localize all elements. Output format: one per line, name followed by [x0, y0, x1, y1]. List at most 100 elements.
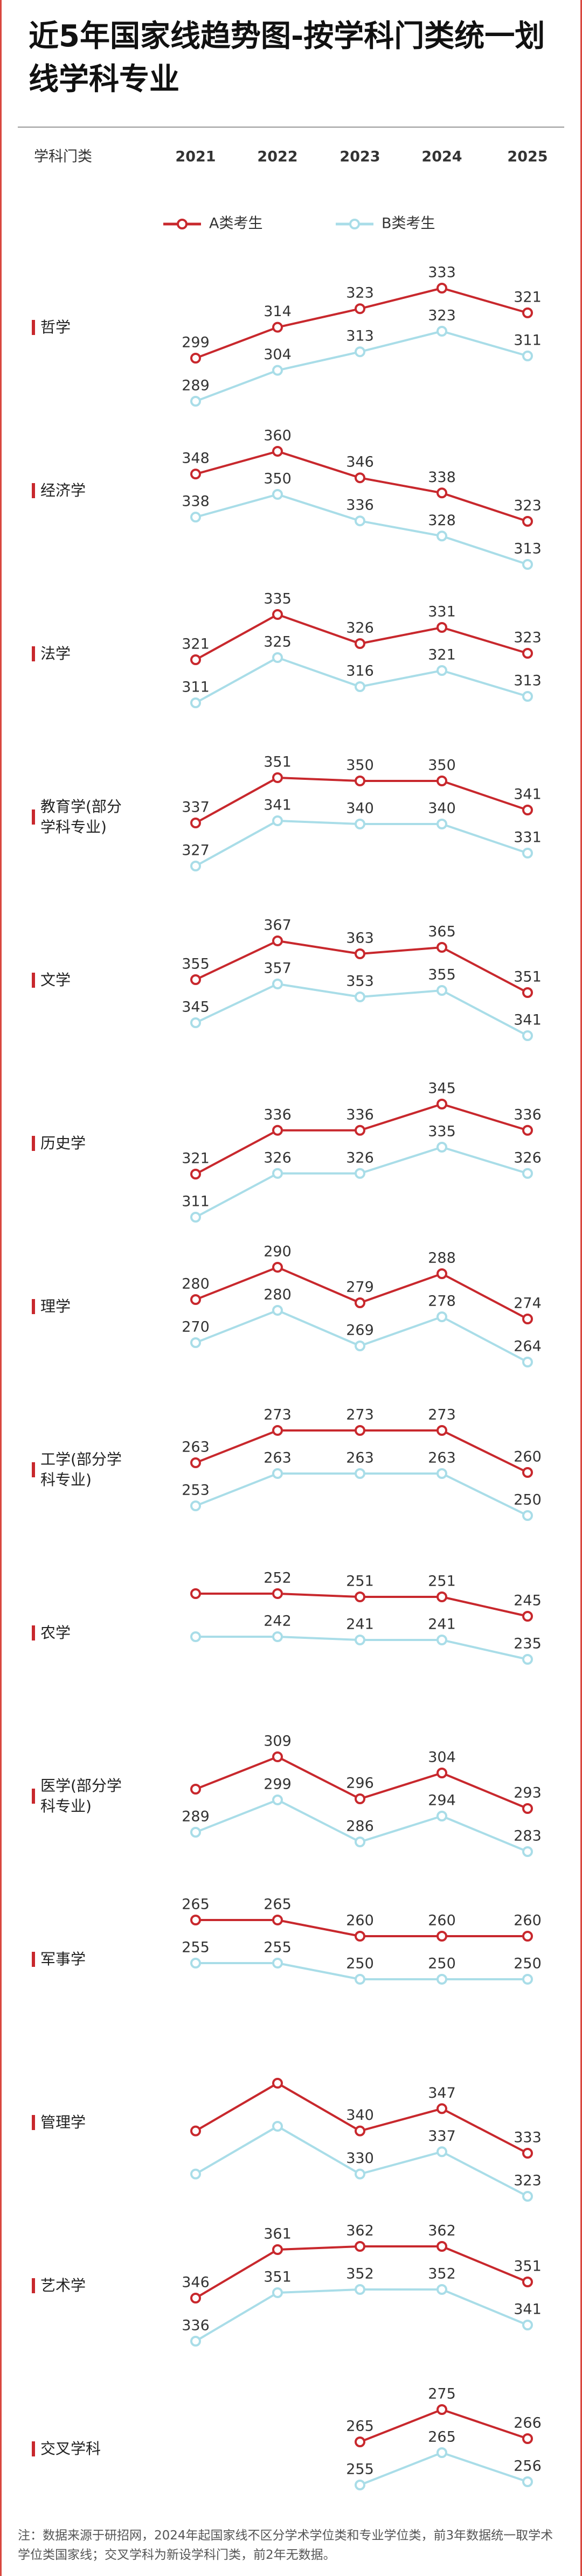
point — [190, 1500, 201, 1511]
data-label: 278 — [428, 1293, 456, 1310]
data-label: 350 — [346, 757, 374, 774]
legend-label: A类考生 — [209, 215, 262, 232]
data-label: 351 — [514, 2258, 542, 2275]
point — [272, 1751, 283, 1762]
point — [190, 654, 201, 665]
point — [190, 1337, 201, 1348]
point — [522, 1467, 533, 1478]
point — [522, 1654, 533, 1665]
data-label: 260 — [514, 1912, 542, 1929]
data-label: 314 — [264, 303, 292, 320]
data-label: 255 — [264, 1939, 292, 1956]
data-label: 333 — [428, 264, 456, 281]
data-label: 293 — [514, 1785, 542, 1802]
x-tick-label: 2022 — [257, 149, 297, 165]
panel-label: 经济学 — [40, 481, 86, 499]
data-label: 266 — [514, 2415, 542, 2432]
data-label: 361 — [264, 2226, 292, 2243]
point — [522, 1974, 533, 1985]
data-label: 335 — [428, 1123, 456, 1140]
data-label: 275 — [428, 2386, 456, 2403]
panel-label: 医学(部分学科专业) — [40, 1777, 122, 1815]
panel-marker — [32, 973, 35, 988]
data-label: 336 — [514, 1106, 542, 1123]
data-label: 328 — [428, 512, 456, 529]
data-label: 340 — [346, 2107, 374, 2124]
data-label: 289 — [182, 378, 210, 394]
data-label: 255 — [346, 2461, 374, 2478]
point — [522, 848, 533, 858]
point — [436, 1768, 447, 1778]
point — [355, 992, 365, 1002]
data-label: 242 — [264, 1613, 292, 1630]
point — [522, 805, 533, 815]
point — [522, 1030, 533, 1041]
point — [272, 446, 283, 457]
data-label: 273 — [264, 1407, 292, 1423]
panel-label: 交叉学科 — [40, 2440, 101, 2458]
point — [272, 1168, 283, 1179]
data-label: 352 — [428, 2266, 456, 2282]
panel-label: 文学 — [40, 971, 71, 989]
x-tick-label: 2025 — [507, 149, 548, 165]
panel-marker — [32, 1625, 35, 1640]
panel-label: 理学 — [40, 1297, 71, 1315]
data-label: 347 — [428, 2085, 456, 2102]
data-label: 335 — [264, 591, 292, 608]
data-label: 323 — [514, 630, 542, 646]
point — [436, 819, 447, 829]
point — [355, 1837, 365, 1847]
column-header: 学科门类 — [34, 149, 92, 165]
panel-marker — [32, 809, 35, 825]
point — [190, 469, 201, 480]
data-label: 341 — [264, 797, 292, 814]
point — [355, 2168, 365, 2180]
point — [436, 776, 447, 786]
point — [436, 1974, 447, 1985]
panel-marker — [32, 483, 35, 498]
point — [355, 2241, 365, 2252]
data-label: 355 — [428, 967, 456, 983]
point — [355, 681, 365, 692]
data-label: 360 — [264, 428, 292, 444]
point — [522, 1168, 533, 1179]
data-label: 252 — [264, 1570, 292, 1587]
data-label: 316 — [346, 663, 374, 680]
point — [522, 2320, 533, 2330]
data-label: 352 — [346, 2266, 374, 2282]
legend-marker — [349, 219, 360, 229]
data-label: 280 — [264, 1287, 292, 1303]
point — [436, 1591, 447, 1602]
point — [355, 638, 365, 649]
point — [190, 697, 201, 708]
point — [190, 396, 201, 407]
point — [522, 1611, 533, 1622]
point — [190, 1212, 201, 1223]
point — [522, 1314, 533, 1324]
data-label: 331 — [428, 604, 456, 620]
panel-label: 管理学 — [40, 2113, 86, 2131]
data-label: 365 — [428, 924, 456, 940]
point — [272, 2078, 283, 2089]
point — [522, 691, 533, 702]
point — [355, 303, 365, 315]
point — [190, 2168, 201, 2180]
data-label: 255 — [182, 1939, 210, 1956]
point — [355, 819, 365, 829]
data-label: 340 — [428, 800, 456, 817]
data-label: 263 — [182, 1439, 210, 1456]
point — [355, 948, 365, 959]
panel-label: 法学 — [40, 645, 71, 662]
panel-label: 艺术学 — [40, 2277, 86, 2294]
data-label: 260 — [346, 1912, 374, 1929]
point — [272, 1958, 283, 1968]
point — [272, 489, 283, 500]
point — [355, 346, 365, 358]
data-label: 338 — [428, 469, 456, 486]
point — [190, 2125, 201, 2137]
point — [355, 1931, 365, 1942]
data-label: 264 — [514, 1338, 542, 1355]
point — [190, 353, 201, 364]
data-label: 351 — [264, 2269, 292, 2286]
